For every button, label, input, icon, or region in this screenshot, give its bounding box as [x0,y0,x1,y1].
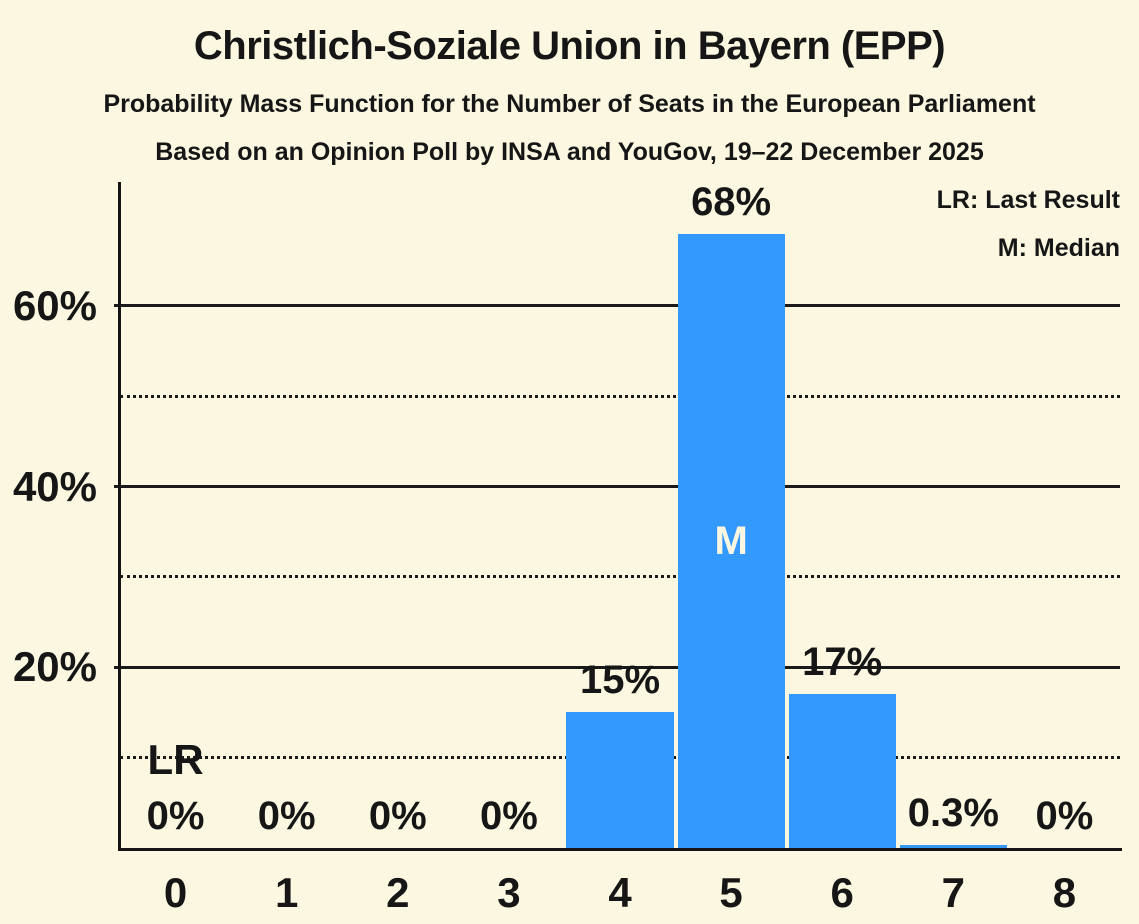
chart-subtitle-poll-source: Based on an Opinion Poll by INSA and You… [155,138,984,166]
x-axis-tick-label-3: 3 [497,869,521,916]
gridline-dotted-30 [120,575,1120,579]
chart-title: Christlich-Soziale Union in Bayern (EPP) [193,24,946,68]
bar-value-label-seat-3: 0% [479,794,538,838]
bar-value-label-seat-6: 17% [802,640,883,685]
y-axis-tick-label-60: 60% [12,281,97,329]
bar-value-label-seat-1: 0% [257,794,316,838]
bar-seat-5 [677,233,785,848]
bar-value-label-seat-8: 0% [1035,794,1094,838]
x-axis-tick-label-0: 0 [163,869,188,916]
y-axis-tick-label-20: 20% [12,643,97,691]
bar-value-label-seat-0: 0% [146,794,205,838]
gridline-dotted-50 [120,394,1120,398]
x-axis-tick-label-4: 4 [608,869,632,916]
bar-seat-6 [788,694,896,848]
last-result-marker: LR [147,736,204,783]
x-axis-tick-label-8: 8 [1052,869,1077,916]
x-axis-tick-label-1: 1 [274,869,299,916]
x-axis-tick-label-5: 5 [719,869,743,916]
median-marker: M [714,518,748,563]
x-axis-tick-label-7: 7 [941,869,965,916]
bar-value-label-seat-2: 0% [368,794,427,838]
gridline-solid-40 [114,485,1120,489]
legend-last-result: LR: Last Result [936,186,1120,214]
gridline-solid-60 [114,304,1120,308]
bar-seat-4 [566,712,674,848]
x-axis-tick-label-6: 6 [830,869,854,916]
gridline-solid-20 [114,665,1120,669]
x-axis-tick-label-2: 2 [386,869,410,916]
plot-area: 0% 0 LR 0% 1 0% 2 0% 3 15% 4 68% 5 M 17% 6 0.3% 7 0% 8 [114,179,1122,914]
y-axis-line [118,182,121,851]
bar-value-label-seat-4: 15% [579,658,661,703]
chart-subtitle: Probability Mass Function for the Number… [103,90,1036,118]
y-axis-tick-label-40: 40% [12,462,97,510]
legend-median: M: Median [997,234,1120,262]
bar-value-label-seat-7: 0.3% [907,791,999,836]
x-axis-line [118,848,1122,851]
bar-seat-7 [899,845,1007,848]
bar-value-label-seat-5: 68% [691,179,772,224]
